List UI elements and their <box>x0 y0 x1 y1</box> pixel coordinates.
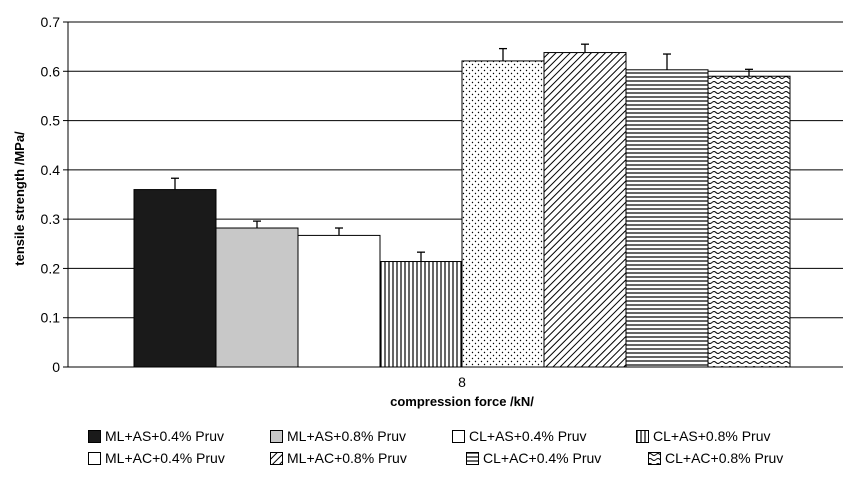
x-axis-label: compression force /kN/ <box>390 394 534 409</box>
legend-label: CL+AC+0.8% Pruv <box>665 450 784 466</box>
bar-3 <box>297 234 381 368</box>
legend-label: CL+AS+0.4% Pruv <box>469 428 587 444</box>
legend-swatch <box>648 451 661 465</box>
y-tick-label: 0.6 <box>41 63 61 79</box>
bar-2 <box>215 227 299 368</box>
legend-swatch <box>270 451 283 465</box>
legend-label: ML+AS+0.8% Pruv <box>287 428 407 444</box>
axes <box>67 22 843 368</box>
bar-6 <box>543 52 627 368</box>
legend-label: ML+AC+0.4% Pruv <box>105 450 225 466</box>
bars <box>133 43 791 368</box>
legend-item: CL+AC+0.4% Pruv <box>466 450 601 466</box>
legend-item: CL+AS+0.8% Pruv <box>636 428 771 444</box>
y-axis-label: tensile strength /MPa/ <box>12 131 27 266</box>
y-tick-label: 0.2 <box>41 260 61 276</box>
y-axis-ticks: 0 0.1 0.2 0.3 0.4 0.5 0.6 0.7 <box>41 14 68 375</box>
legend-swatch <box>88 429 101 443</box>
bar-5 <box>461 60 545 368</box>
legend-label: ML+AS+0.4% Pruv <box>105 428 225 444</box>
bar-1 <box>133 189 217 368</box>
bar-4 <box>379 261 463 368</box>
legend-item: ML+AC+0.4% Pruv <box>88 450 225 466</box>
legend-swatch <box>452 429 465 443</box>
legend-item: CL+AS+0.4% Pruv <box>452 428 587 444</box>
bar-8 <box>707 75 791 368</box>
y-tick-label: 0 <box>52 359 60 375</box>
y-tick-label: 0.3 <box>41 211 61 227</box>
legend-item: ML+AS+0.8% Pruv <box>270 428 406 444</box>
y-tick-label: 0.5 <box>41 113 61 129</box>
y-tick-label: 0.7 <box>41 14 61 30</box>
legend-item: ML+AC+0.8% Pruv <box>270 450 407 466</box>
y-tick-label: 0.4 <box>41 162 61 178</box>
y-tick-label: 0.1 <box>41 310 61 326</box>
legend-item: ML+AS+0.4% Pruv <box>88 428 224 444</box>
legend-swatch <box>88 451 101 465</box>
legend-swatch <box>636 429 649 443</box>
legend-item: CL+AC+0.8% Pruv <box>648 450 783 466</box>
x-category-label: 8 <box>458 374 466 390</box>
legend-swatch <box>466 451 479 465</box>
legend-label: CL+AC+0.4% Pruv <box>483 450 602 466</box>
legend-label: ML+AC+0.8% Pruv <box>287 450 407 466</box>
legend-swatch <box>270 429 283 443</box>
bar-7 <box>625 69 709 368</box>
legend-label: CL+AS+0.8% Pruv <box>653 428 771 444</box>
